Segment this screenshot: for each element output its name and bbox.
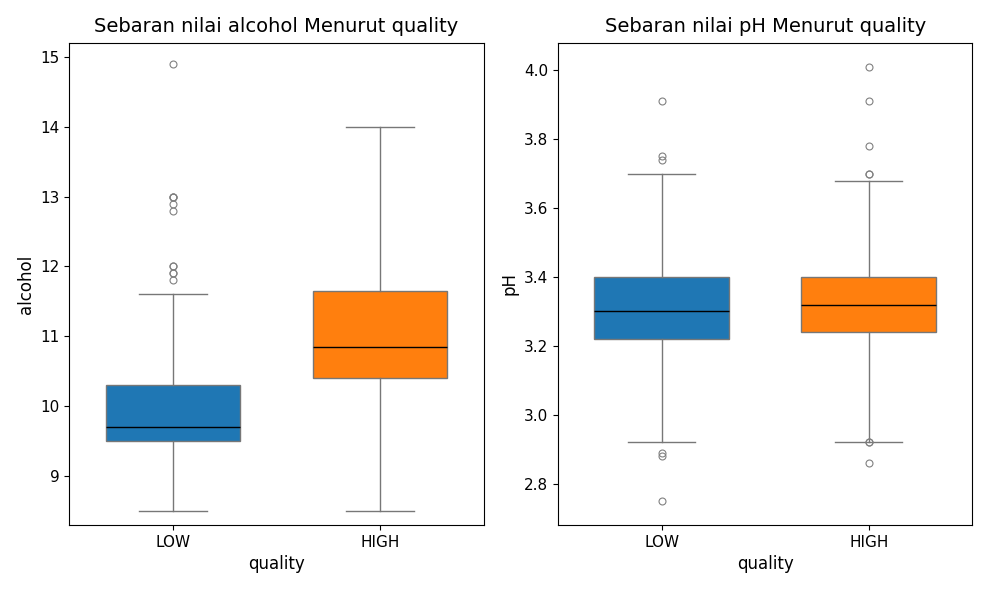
PathPatch shape	[313, 291, 447, 378]
PathPatch shape	[594, 277, 729, 339]
X-axis label: quality: quality	[248, 555, 305, 573]
PathPatch shape	[801, 277, 936, 332]
X-axis label: quality: quality	[737, 555, 793, 573]
Title: Sebaran nilai alcohol Menurut quality: Sebaran nilai alcohol Menurut quality	[94, 17, 459, 35]
Y-axis label: pH: pH	[500, 273, 518, 296]
PathPatch shape	[106, 385, 240, 441]
Y-axis label: alcohol: alcohol	[17, 254, 35, 313]
Title: Sebaran nilai pH Menurut quality: Sebaran nilai pH Menurut quality	[604, 17, 926, 35]
